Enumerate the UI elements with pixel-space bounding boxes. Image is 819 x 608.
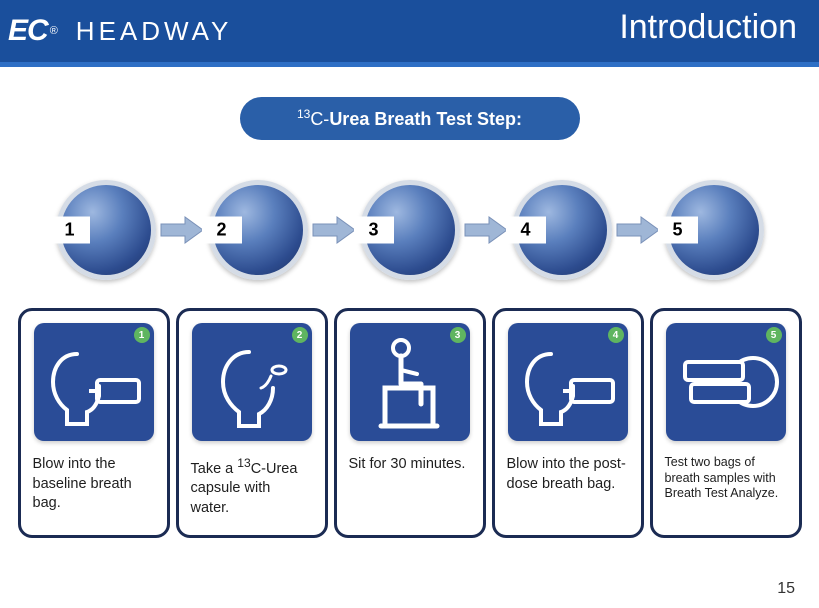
- step-circle: 2: [208, 180, 308, 280]
- step-icon: 5: [666, 323, 786, 441]
- step-circle: 4: [512, 180, 612, 280]
- step-badge: 5: [766, 327, 782, 343]
- logo-area: EC ® HEADWAY: [0, 14, 232, 48]
- step-description: Test two bags of breath samples with Bre…: [659, 455, 793, 502]
- step-description: Sit for 30 minutes.: [343, 455, 477, 475]
- step-card: 2 Take a 13C-Urea capsule with water.: [176, 308, 328, 538]
- step-card: 1 Blow into the baseline breath bag.: [18, 308, 170, 538]
- steps-cards-row: 1 Blow into the baseline breath bag. 2 T…: [0, 308, 819, 538]
- section-pill: 13C-Urea Breath Test Step:: [240, 97, 580, 140]
- step-icon: 2: [192, 323, 312, 441]
- brand-name: HEADWAY: [76, 16, 233, 47]
- step-description: Take a 13C-Urea capsule with water.: [185, 455, 319, 519]
- pill-sup: 13: [297, 107, 310, 121]
- arrow-icon: [156, 215, 208, 245]
- step-icon: 1: [34, 323, 154, 441]
- step-description: Blow into the post-dose breath bag.: [501, 455, 635, 494]
- step-badge: 4: [608, 327, 624, 343]
- step-badge: 3: [450, 327, 466, 343]
- header-underline: [0, 62, 819, 67]
- step-description: Blow into the baseline breath bag.: [27, 455, 161, 514]
- step-number: 3: [354, 217, 394, 244]
- step-card: 3 Sit for 30 minutes.: [334, 308, 486, 538]
- step-icon: 3: [350, 323, 470, 441]
- logo-mark: EC: [8, 14, 48, 48]
- arrow-icon: [460, 215, 512, 245]
- logo-registered: ®: [50, 25, 58, 37]
- step-icon: 4: [508, 323, 628, 441]
- page-title: Introduction: [619, 8, 797, 47]
- step-badge: 1: [134, 327, 150, 343]
- step-card: 5 Test two bags of breath samples with B…: [650, 308, 802, 538]
- step-card: 4 Blow into the post-dose breath bag.: [492, 308, 644, 538]
- step-circle: 1: [56, 180, 156, 280]
- steps-circles-row: 1 2 3 4 5: [0, 180, 819, 280]
- arrow-icon: [308, 215, 360, 245]
- pill-prefix: C-: [310, 109, 329, 129]
- page-number: 15: [777, 580, 795, 598]
- step-number: 4: [506, 217, 546, 244]
- pill-bold: Urea Breath Test Step:: [329, 109, 522, 129]
- step-number: 5: [658, 217, 698, 244]
- step-badge: 2: [292, 327, 308, 343]
- arrow-icon: [612, 215, 664, 245]
- step-circle: 5: [664, 180, 764, 280]
- step-number: 1: [50, 217, 90, 244]
- slide-header: EC ® HEADWAY Introduction: [0, 0, 819, 62]
- step-circle: 3: [360, 180, 460, 280]
- step-number: 2: [202, 217, 242, 244]
